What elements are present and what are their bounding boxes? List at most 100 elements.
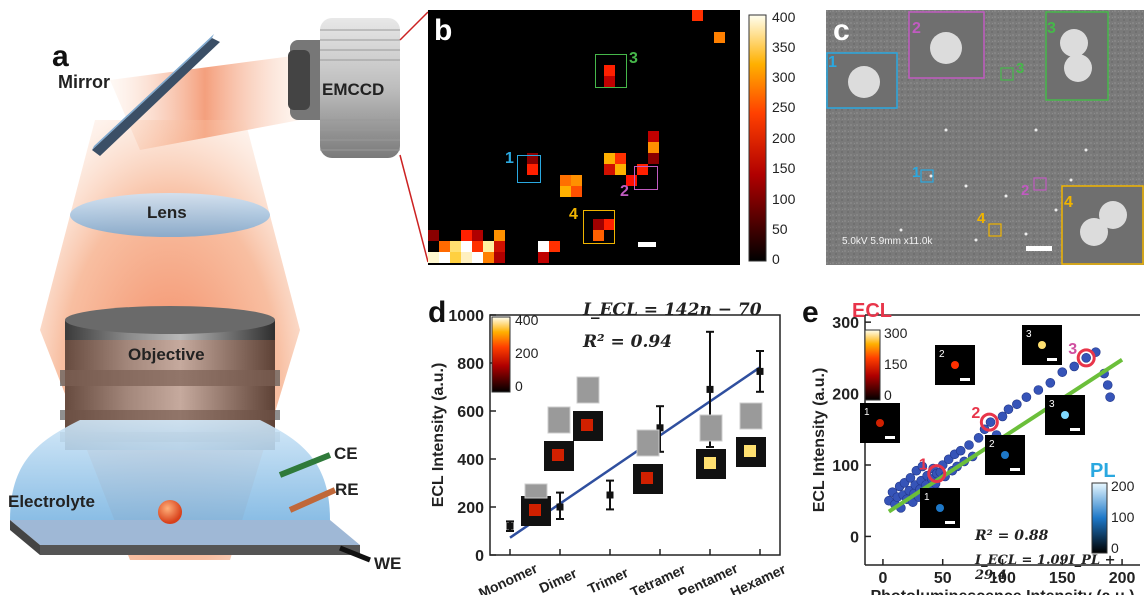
re-label: RE: [335, 480, 359, 499]
data-point: [756, 367, 764, 375]
panel-b-ecl-image: [428, 10, 740, 265]
inset-number: 3: [1049, 399, 1055, 410]
heatmap-pixel: [472, 252, 483, 263]
highlight-label: 2: [971, 405, 980, 422]
x-tick-label: Trimer: [585, 564, 631, 595]
inset-spot: [1061, 411, 1069, 419]
highlight-ring: [1076, 348, 1096, 368]
mirror-label: Mirror: [58, 72, 111, 92]
sem-box-4-num: 4: [977, 210, 986, 227]
panel-b-colorbar-ticks: 400 350 300 250 200 150 100 50 0: [772, 9, 812, 269]
x-tick-label: 50: [934, 570, 952, 587]
sem-info-text: 5.0kV 5.9mm x11.0k: [842, 236, 933, 247]
box-3-b-num: 3: [629, 50, 638, 67]
data-point: [1021, 392, 1032, 402]
heatmap-pixel: [593, 219, 604, 230]
panel-a-illustration: [10, 11, 429, 563]
data-point: [1045, 378, 1056, 388]
heatmap-pixel: [692, 10, 703, 21]
sem-inset-4: [1061, 185, 1144, 265]
heatmap-pixel: [483, 252, 494, 263]
sem-inset-4-num: 4: [1064, 194, 1073, 211]
data-point: [964, 440, 974, 450]
heatmap-pixel: [615, 153, 626, 164]
sem-thumbnail: [547, 406, 571, 434]
data-point: [656, 424, 664, 432]
heatmap-pixel: [494, 241, 505, 252]
ecl-colorbar-tick: 0: [884, 387, 892, 403]
sem-inset-3: [1045, 11, 1109, 101]
cb-b-tick: 0: [772, 251, 780, 267]
inset-spot: [951, 361, 959, 369]
inset-number: 1: [864, 407, 870, 418]
x-tick-label: Hexamer: [728, 560, 789, 595]
panel-d-colorbar: [491, 316, 511, 393]
y-tick-label: 0: [850, 529, 859, 546]
ecl-thumbnail-spot: [744, 445, 756, 457]
ecl-colorbar-tick: 150: [884, 356, 908, 372]
box-4-b: [583, 210, 615, 244]
heatmap-pixel: [714, 32, 725, 43]
inset-scalebar: [1010, 468, 1020, 471]
inset-scalebar: [1047, 358, 1057, 361]
sem-box-2-num: 2: [1021, 182, 1030, 199]
ecl-colorbar: [864, 329, 881, 401]
sem-thumbnail: [524, 483, 548, 499]
x-tick-label: Monomer: [476, 560, 540, 595]
heatmap-pixel: [648, 142, 659, 153]
heatmap-pixel: [549, 241, 560, 252]
sem-inset-1-num: 1: [828, 54, 837, 71]
panel-a-label: a: [52, 40, 69, 73]
y-tick-label: 400: [457, 452, 484, 469]
data-point: [1081, 353, 1091, 363]
pl-colorbar-tick: 0: [1111, 540, 1119, 556]
data-point: [606, 491, 614, 499]
sem-inset-2: [908, 11, 985, 79]
fit-line: [509, 366, 761, 539]
heatmap-pixel: [626, 175, 637, 186]
highlight-label: 3: [1068, 341, 1077, 358]
data-point: [905, 473, 916, 483]
y-tick-label: 800: [457, 356, 484, 373]
heatmap-pixel: [604, 219, 615, 230]
ce-label: CE: [334, 444, 358, 463]
x-tick-label: 200: [1109, 570, 1136, 587]
inset-spot: [1038, 341, 1046, 349]
inset-scalebar: [945, 521, 955, 524]
heatmap-pixel: [450, 241, 461, 252]
data-point: [506, 522, 514, 530]
box-2-b: [634, 166, 658, 190]
cb-b-tick: 350: [772, 39, 796, 55]
ecl-colorbar-tick: 300: [884, 325, 908, 341]
sem-thumbnail: [739, 402, 763, 430]
heatmap-pixel: [571, 186, 582, 197]
heatmap-pixel: [428, 230, 439, 241]
box-1-b-num: 1: [505, 150, 514, 167]
panel-d-colorbar-tick: 200: [515, 345, 539, 361]
data-point: [997, 411, 1008, 422]
box-4-b-num: 4: [569, 206, 578, 223]
heatmap-pixel: [604, 65, 615, 76]
data-point: [1012, 399, 1022, 410]
heatmap-pixel: [604, 164, 615, 175]
heatmap-pixel: [615, 164, 626, 175]
data-point: [1003, 404, 1014, 415]
data-point: [1033, 385, 1044, 395]
cb-b-tick: 200: [772, 130, 796, 146]
cb-b-tick: 50: [772, 221, 788, 237]
cb-b-tick: 300: [772, 69, 796, 85]
data-point: [917, 461, 928, 472]
panel-e-ecl-title: ECL: [852, 300, 892, 322]
x-tick-label: 150: [1049, 570, 1076, 587]
pl-colorbar-tick: 100: [1111, 509, 1135, 525]
heatmap-pixel: [604, 153, 615, 164]
sem-box-1-num: 1: [912, 164, 921, 181]
working-electrode-plate: [10, 520, 360, 555]
heatmap-pixel: [494, 252, 505, 263]
heatmap-pixel: [428, 252, 439, 263]
ecl-thumbnail-spot: [552, 449, 564, 461]
sem-inset-3-num: 3: [1047, 20, 1056, 37]
y-tick-label: 200: [832, 387, 859, 404]
heatmap-pixel: [439, 252, 450, 263]
